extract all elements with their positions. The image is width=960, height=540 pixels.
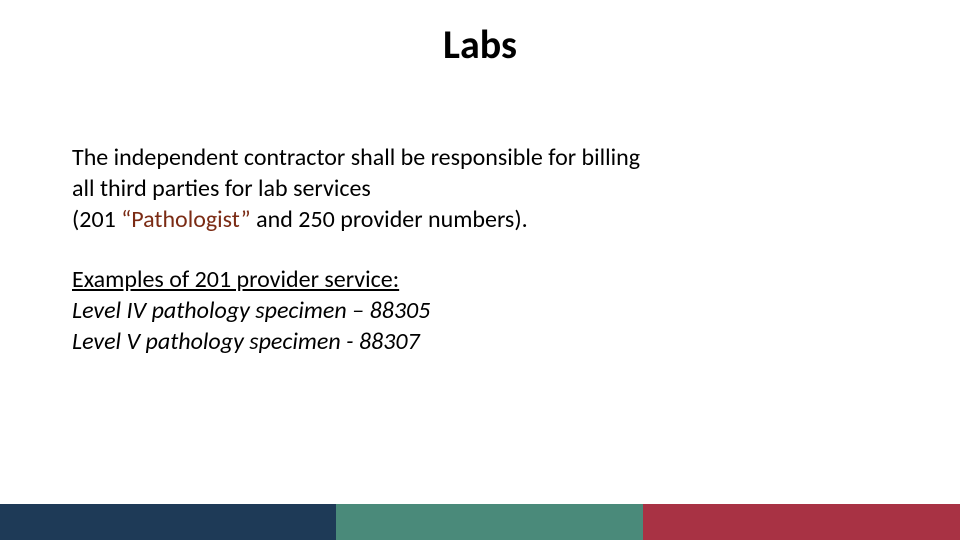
example-item: Level V pathology specimen - 88307 xyxy=(72,326,832,357)
highlight-text: “Pathologist” xyxy=(121,205,251,234)
example-item: Level IV pathology specimen – 88305 xyxy=(72,295,832,326)
footer-segment xyxy=(643,504,960,540)
slide: Labs The independent contractor shall be… xyxy=(0,0,960,540)
footer-color-bar xyxy=(0,504,960,540)
paragraph-line: The independent contractor shall be resp… xyxy=(72,142,832,173)
footer-segment xyxy=(336,504,643,540)
text-span: and 250 provider numbers). xyxy=(251,205,528,234)
paragraph-line: (201 “Pathologist” and 250 provider numb… xyxy=(72,204,832,235)
paragraph-line: all third parties for lab services xyxy=(72,173,832,204)
slide-title: Labs xyxy=(0,20,960,69)
slide-body: The independent contractor shall be resp… xyxy=(72,142,832,357)
footer-segment xyxy=(0,504,336,540)
examples-heading: Examples of 201 provider service: xyxy=(72,264,832,295)
text-span: (201 xyxy=(72,205,121,234)
